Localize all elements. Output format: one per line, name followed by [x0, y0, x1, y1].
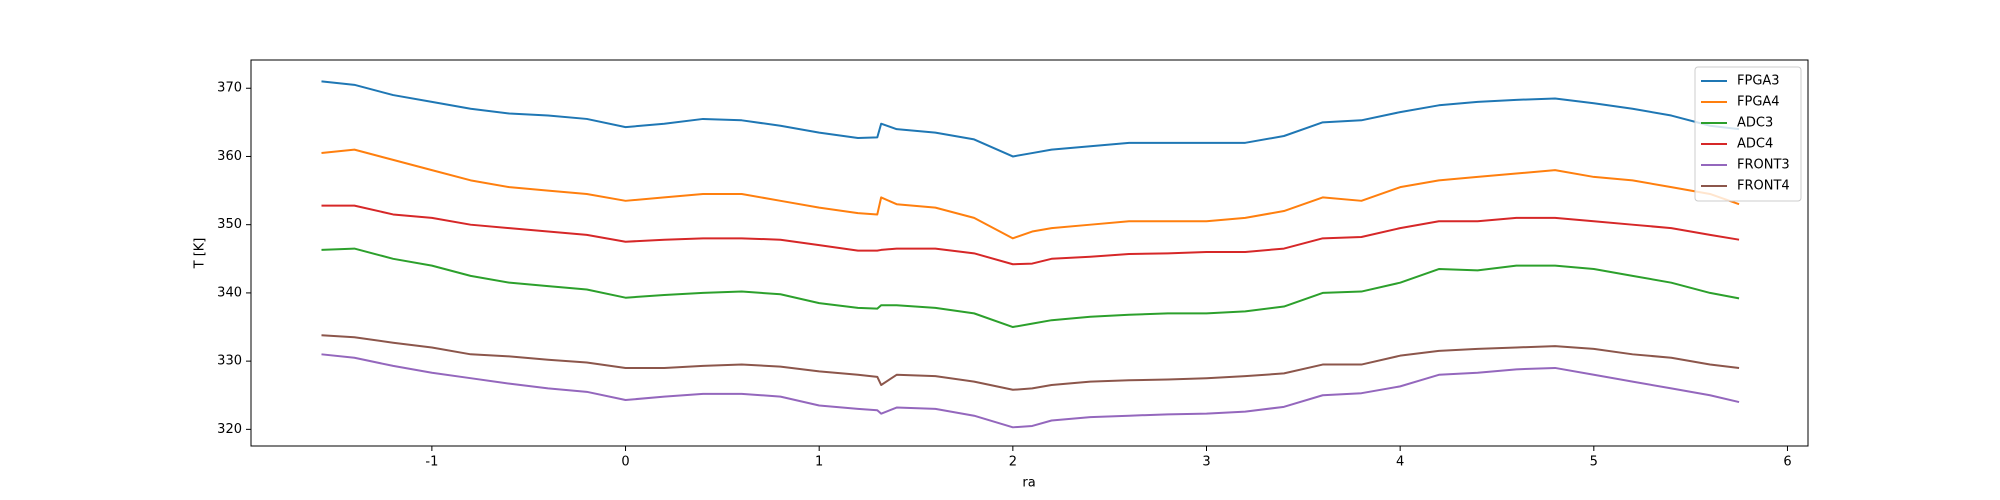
- legend-label: FPGA3: [1737, 74, 1780, 89]
- legend-box: [1694, 66, 1802, 202]
- series-line: [321, 353, 1740, 429]
- series-line: [321, 247, 1740, 329]
- y-tick-label: 320: [217, 422, 242, 437]
- x-tick-label: 3: [1202, 455, 1210, 470]
- y-tick-label: 330: [217, 354, 242, 369]
- legend-label: ADC3: [1737, 116, 1773, 131]
- series-line: [321, 148, 1740, 240]
- y-tick-label: 350: [217, 217, 242, 232]
- x-tick-label: 5: [1590, 455, 1598, 470]
- y-tick-label: 370: [217, 81, 242, 96]
- x-tick-label: 4: [1396, 455, 1404, 470]
- x-axis-label: ra: [1022, 476, 1035, 491]
- y-axis-label: T [K]: [193, 238, 208, 270]
- x-tick-label: 1: [815, 455, 823, 470]
- legend-label: ADC4: [1737, 137, 1773, 152]
- series-line: [321, 334, 1740, 391]
- y-tick-label: 340: [217, 285, 242, 300]
- y-tick-label: 360: [217, 149, 242, 164]
- legend-label: FPGA4: [1737, 95, 1780, 110]
- x-tick-label: 2: [1009, 455, 1017, 470]
- legend-label: FRONT4: [1737, 179, 1790, 194]
- x-tick-label: 0: [621, 455, 629, 470]
- plot-frame: [250, 59, 1809, 447]
- x-tick-label: -1: [425, 455, 438, 470]
- legend-label: FRONT3: [1737, 158, 1790, 173]
- series-line: [321, 80, 1740, 158]
- series-line: [321, 204, 1740, 266]
- x-tick-label: 6: [1783, 455, 1791, 470]
